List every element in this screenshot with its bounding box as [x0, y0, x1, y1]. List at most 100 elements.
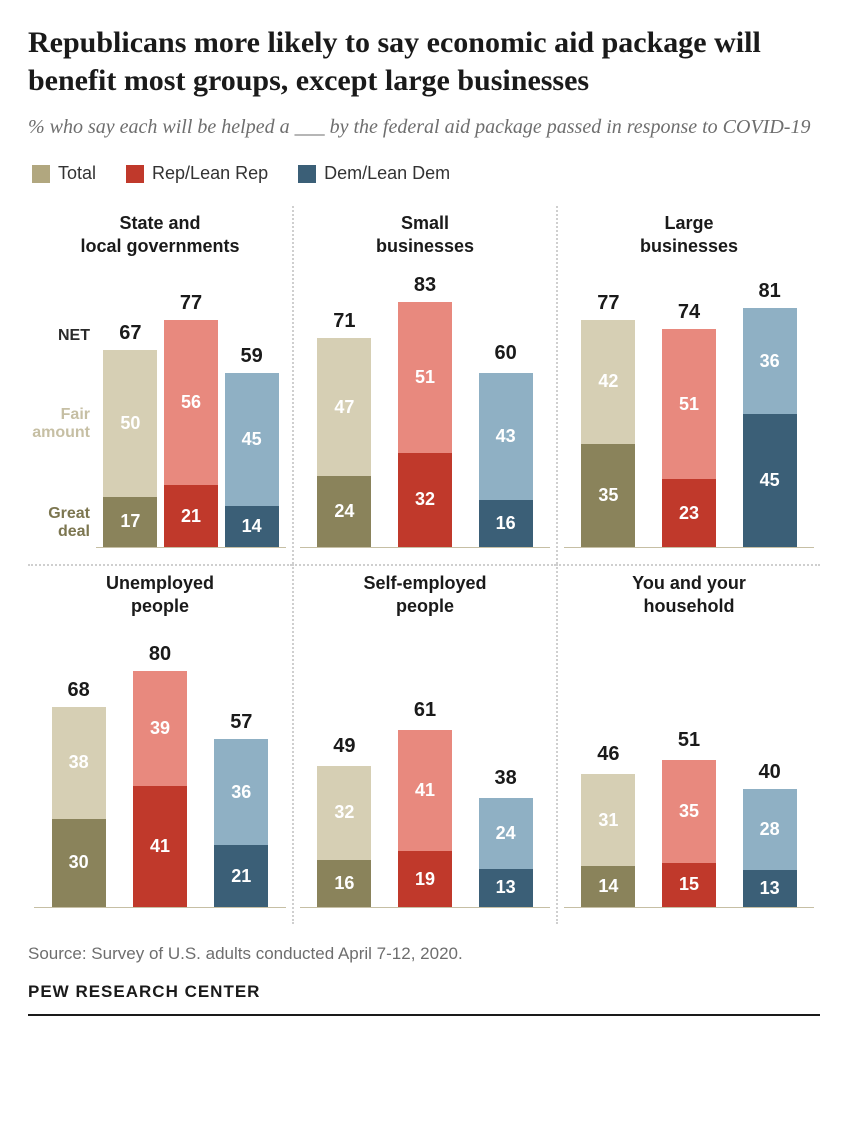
- legend-item: Dem/Lean Dem: [298, 163, 450, 184]
- stacked-bar: 745123: [662, 329, 716, 547]
- net-value: 77: [164, 292, 218, 315]
- net-value: 40: [743, 761, 797, 784]
- bars-container: 714724835132604316: [300, 268, 550, 548]
- stacked-bar: 675017: [103, 350, 157, 547]
- net-value: 67: [103, 322, 157, 345]
- fair-amount-segment: 24: [479, 798, 533, 869]
- legend-swatch: [298, 165, 316, 183]
- ylabel-net: NET: [58, 327, 90, 345]
- great-deal-segment: 16: [317, 860, 371, 907]
- great-deal-segment: 14: [581, 866, 635, 907]
- fair-amount-segment: 56: [164, 320, 218, 485]
- panel-title: State andlocal governments: [34, 212, 286, 260]
- stacked-bar: 463114: [581, 771, 635, 907]
- legend-item: Total: [32, 163, 96, 184]
- panel-title: Self-employedpeople: [300, 572, 550, 620]
- chart-subtitle: % who say each will be helped a ___ by t…: [28, 113, 820, 141]
- source-note: Source: Survey of U.S. adults conducted …: [28, 944, 820, 964]
- legend-label: Rep/Lean Rep: [152, 163, 268, 184]
- stacked-bar: 813645: [743, 308, 797, 547]
- net-value: 57: [214, 711, 268, 734]
- chart-title: Republicans more likely to say economic …: [28, 24, 820, 99]
- chart-area: 463114513515402813: [564, 628, 814, 908]
- great-deal-segment: 21: [214, 845, 268, 907]
- net-value: 80: [133, 643, 187, 666]
- stacked-bar: 513515: [662, 757, 716, 907]
- panel-title: You and yourhousehold: [564, 572, 814, 620]
- fair-amount-segment: 39: [133, 671, 187, 786]
- great-deal-segment: 21: [164, 485, 218, 547]
- legend-label: Total: [58, 163, 96, 184]
- net-value: 59: [225, 345, 279, 368]
- chart-panel: Unemployedpeople683830803941573621: [28, 564, 292, 924]
- net-value: 61: [398, 699, 452, 722]
- fair-amount-segment: 51: [662, 329, 716, 479]
- fair-amount-segment: 50: [103, 350, 157, 497]
- chart-panel: Largebusinesses774235745123813645: [556, 206, 820, 564]
- net-value: 83: [398, 274, 452, 297]
- chart-area: 714724835132604316: [300, 268, 550, 548]
- legend-item: Rep/Lean Rep: [126, 163, 268, 184]
- stacked-bar: 493216: [317, 763, 371, 907]
- net-value: 74: [662, 301, 716, 324]
- great-deal-segment: 23: [662, 479, 716, 547]
- fair-amount-segment: 38: [52, 707, 106, 819]
- stacked-bar: 594514: [225, 373, 279, 547]
- great-deal-segment: 45: [743, 414, 797, 547]
- stacked-bar: 803941: [133, 671, 187, 907]
- chart-panel: Self-employedpeople493216614119382413: [292, 564, 556, 924]
- net-value: 71: [317, 310, 371, 333]
- great-deal-segment: 13: [743, 870, 797, 907]
- footer-rule: [28, 1014, 820, 1016]
- stacked-bar: 402813: [743, 789, 797, 907]
- net-value: 51: [662, 729, 716, 752]
- great-deal-segment: 17: [103, 497, 157, 547]
- net-value: 49: [317, 735, 371, 758]
- stacked-bar: 604316: [479, 370, 533, 547]
- chart-area: NETFairamountGreatdeal675017775621594514: [34, 268, 286, 548]
- fair-amount-segment: 41: [398, 730, 452, 851]
- net-value: 81: [743, 280, 797, 303]
- fair-amount-segment: 28: [743, 789, 797, 870]
- net-value: 38: [479, 767, 533, 790]
- great-deal-segment: 35: [581, 444, 635, 547]
- net-value: 68: [52, 679, 106, 702]
- fair-amount-segment: 45: [225, 373, 279, 506]
- fair-amount-segment: 32: [317, 766, 371, 860]
- stacked-bar: 614119: [398, 727, 452, 907]
- stacked-bar: 382413: [479, 795, 533, 907]
- panel-title: Smallbusinesses: [300, 212, 550, 260]
- y-axis-labels: NET Fairamount Greatdeal: [34, 268, 96, 548]
- great-deal-segment: 16: [479, 500, 533, 547]
- great-deal-segment: 30: [52, 819, 106, 907]
- ylabel-fair: Fairamount: [32, 406, 90, 441]
- net-value: 60: [479, 342, 533, 365]
- great-deal-segment: 19: [398, 851, 452, 907]
- chart-area: 774235745123813645: [564, 268, 814, 548]
- stacked-bar: 714724: [317, 338, 371, 547]
- bars-container: 675017775621594514: [96, 268, 286, 548]
- stacked-bar: 775621: [164, 320, 218, 547]
- fair-amount-segment: 51: [398, 302, 452, 452]
- fair-amount-segment: 42: [581, 320, 635, 444]
- bars-container: 463114513515402813: [564, 628, 814, 908]
- great-deal-segment: 32: [398, 453, 452, 547]
- legend-swatch: [126, 165, 144, 183]
- bars-container: 683830803941573621: [34, 628, 286, 908]
- net-value: 77: [581, 292, 635, 315]
- stacked-bar: 683830: [52, 707, 106, 907]
- fair-amount-segment: 43: [479, 373, 533, 500]
- panel-title: Largebusinesses: [564, 212, 814, 260]
- stacked-bar: 835132: [398, 302, 452, 547]
- stacked-bar: 573621: [214, 739, 268, 907]
- chart-panel: You and yourhousehold463114513515402813: [556, 564, 820, 924]
- fair-amount-segment: 36: [214, 739, 268, 845]
- legend-swatch: [32, 165, 50, 183]
- chart-area: 683830803941573621: [34, 628, 286, 908]
- publisher-brand: PEW RESEARCH CENTER: [28, 982, 820, 1002]
- net-value: 46: [581, 743, 635, 766]
- ylabel-great: Greatdeal: [48, 505, 90, 540]
- legend-label: Dem/Lean Dem: [324, 163, 450, 184]
- panel-title: Unemployedpeople: [34, 572, 286, 620]
- fair-amount-segment: 36: [743, 308, 797, 414]
